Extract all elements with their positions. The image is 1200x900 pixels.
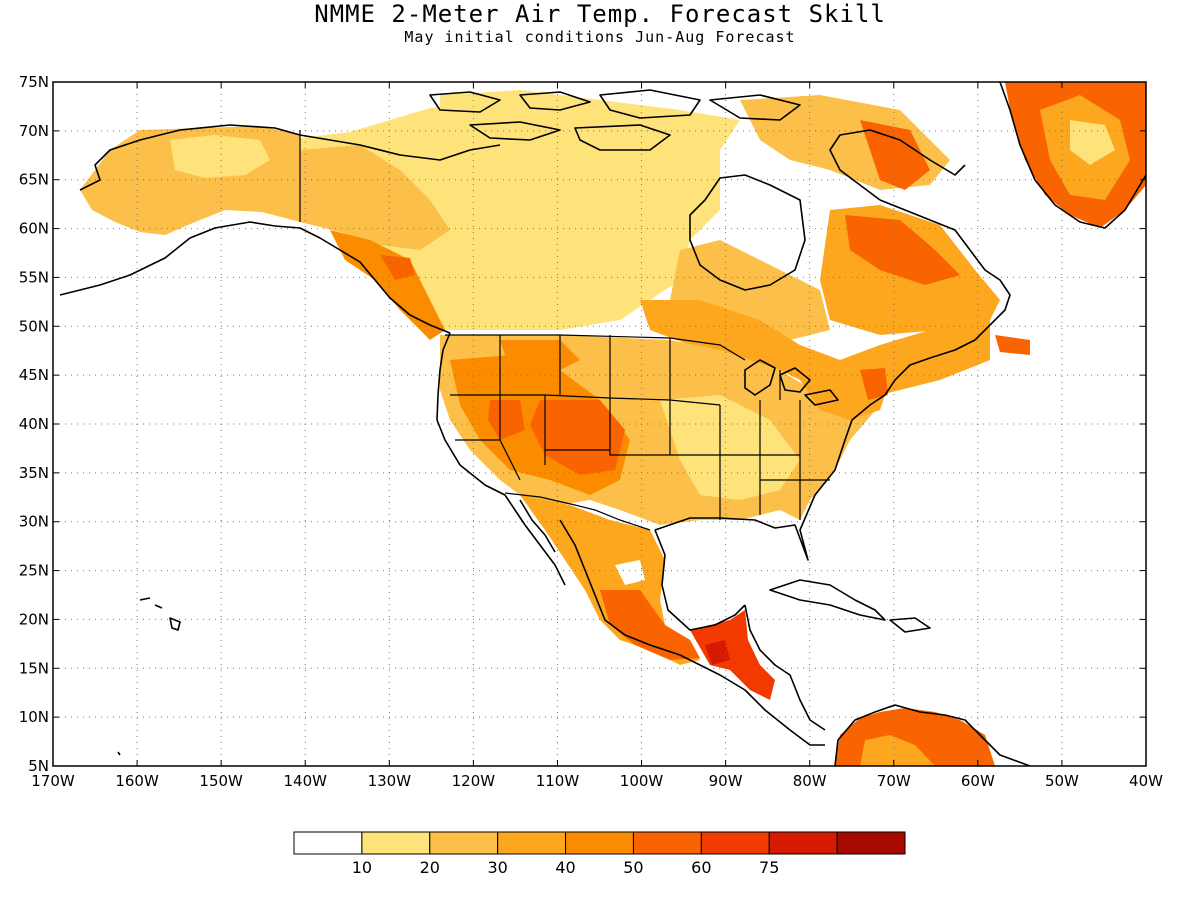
coastline-hudson-bay (689, 174, 806, 291)
coastline-mexico-west (559, 519, 825, 746)
skill-area-bc-hot (380, 255, 415, 280)
coastline-alaska (59, 221, 451, 334)
lon-label: 70W (877, 772, 911, 790)
coastline-pacific-us (436, 332, 506, 496)
border-us-mexico (504, 492, 651, 531)
lon-label: 90W (709, 772, 743, 790)
map-subtitle: May initial conditions Jun-Aug Forecast (404, 28, 796, 46)
lon-label: 80W (793, 772, 827, 790)
skill-area-alaska-inner (170, 135, 270, 178)
coastline-central-america (744, 604, 826, 731)
coastline-atlantic-us (834, 199, 1011, 471)
latitude-labels: 75N 70N 65N 60N 55N 50N 45N 40N 35N 30N 25N 20N 15N 1… (19, 73, 49, 775)
colorbar-label: 75 (759, 858, 779, 877)
skill-area-central-america-dark (705, 640, 730, 665)
lon-label: 120W (452, 772, 496, 790)
lat-label: 20N (19, 610, 49, 628)
colorbar-label: 10 (352, 858, 372, 877)
colorbar-swatch (429, 831, 499, 855)
colorbar-swatch (293, 831, 363, 855)
lat-label: 55N (19, 268, 49, 286)
lat-label: 5N (28, 757, 49, 775)
colorbar-swatch (361, 831, 431, 855)
lon-label: 150W (199, 772, 243, 790)
skill-area-nfld (995, 335, 1030, 355)
political-borders (299, 130, 830, 531)
colorbar-swatch (632, 831, 702, 855)
skill-area-canada-orange (300, 145, 450, 250)
skill-area-southern-canada (640, 300, 990, 395)
skill-area-southern-mexico (600, 590, 700, 660)
coastlines (59, 82, 1146, 766)
skill-area-four-corners (530, 400, 625, 475)
colorbar-label: 30 (487, 858, 507, 877)
skill-area-south-america-inner (860, 735, 935, 766)
colorbar-swatch (836, 831, 906, 855)
skill-area-bc-coast (330, 230, 445, 340)
lon-label: 40W (1129, 772, 1163, 790)
colorbar-swatch (497, 831, 567, 855)
axis-ticks (52, 81, 1147, 767)
skill-area-new-england (860, 368, 888, 400)
coastline-great-lakes (744, 359, 839, 406)
lon-label: 110W (536, 772, 580, 790)
lon-label: 50W (1045, 772, 1079, 790)
gridlines (53, 82, 1146, 766)
coastline-gulf (654, 469, 836, 631)
lat-label: 40N (19, 415, 49, 433)
map-title: NMME 2-Meter Air Temp. Forecast Skill (314, 0, 886, 28)
coastline-baja (504, 494, 566, 586)
lat-label: 50N (19, 317, 49, 335)
skill-area-baffin-hot (860, 120, 930, 190)
lat-label: 30N (19, 513, 49, 531)
colorbar-swatch (768, 831, 838, 855)
lat-label: 70N (19, 122, 49, 140)
colorbar-swatch (700, 831, 770, 855)
colorbar-label: 40 (555, 858, 575, 877)
lat-label: 10N (19, 708, 49, 726)
lon-label: 130W (368, 772, 412, 790)
colorbar-label: 60 (691, 858, 711, 877)
coastline-hispaniola (889, 617, 931, 633)
coastline-cuba (769, 579, 886, 621)
lat-label: 15N (19, 659, 49, 677)
skill-area-mexico-white (615, 560, 645, 585)
skill-area-midwest (660, 395, 800, 500)
colorbar-swatch (565, 831, 634, 855)
coastline-alaska-west (79, 124, 501, 191)
coastline-south-america (834, 704, 1031, 766)
lat-label: 65N (19, 171, 49, 189)
lat-label: 45N (19, 366, 49, 384)
skill-area-labrador (845, 215, 960, 285)
lat-label: 25N (19, 562, 49, 580)
coastline-labrador (829, 129, 966, 201)
coastline-greenland (999, 82, 1146, 229)
skill-area-nevada (488, 400, 525, 440)
colorbar-label: 20 (420, 858, 440, 877)
colorbar: 10 20 30 40 50 60 75 (293, 831, 906, 877)
lon-label: 160W (115, 772, 159, 790)
skill-area-arctic-islands (440, 90, 740, 160)
skill-shading (80, 82, 1146, 766)
skill-area-central-america (690, 610, 775, 700)
lon-label: 140W (283, 772, 327, 790)
border-state-lines (450, 335, 830, 520)
lon-label: 60W (961, 772, 995, 790)
lon-label: 170W (31, 772, 75, 790)
lat-label: 35N (19, 464, 49, 482)
lat-label: 60N (19, 220, 49, 238)
coastline-hawaii (117, 597, 181, 756)
coastline-arctic-islands (429, 89, 801, 151)
lon-label: 100W (620, 772, 664, 790)
lat-label: 75N (19, 73, 49, 91)
skill-area-canada (300, 100, 720, 330)
longitude-labels: 170W 160W 150W 140W 130W 120W 110W 100W 90W 80W 70… (31, 772, 1163, 790)
colorbar-label: 50 (623, 858, 643, 877)
